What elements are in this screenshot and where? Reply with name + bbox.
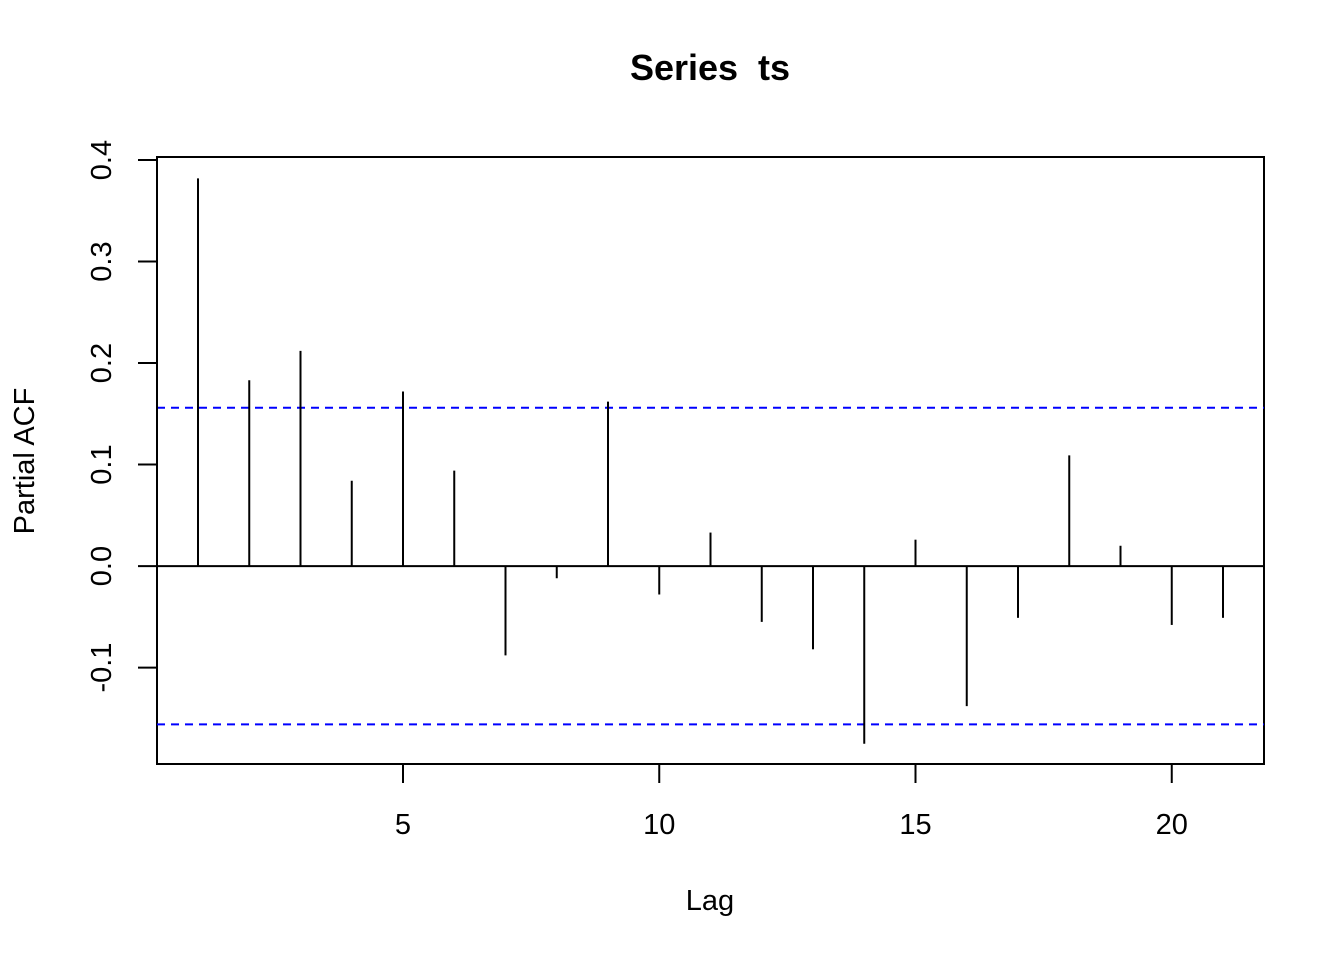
y-tick-label-0: -0.1 (86, 643, 118, 693)
x-tick-label-15: 15 (899, 809, 931, 841)
y-axis-label: Partial ACF (9, 388, 41, 535)
x-tick-label-20: 20 (1156, 809, 1188, 841)
plot-frame (156, 156, 1265, 765)
y-tick-label-2: 0.1 (86, 444, 118, 484)
chart-title: Series ts (630, 47, 790, 88)
x-tick-label-10: 10 (643, 809, 675, 841)
bars-group (157, 178, 1264, 744)
y-axis: -0.1 0.0 0.1 0.2 0.3 0.4 (86, 140, 158, 693)
y-tick-label-1: 0.0 (86, 546, 118, 586)
y-tick-label-4: 0.3 (86, 241, 118, 281)
y-tick-label-3: 0.2 (86, 343, 118, 383)
x-axis: 5 10 15 20 (395, 763, 1188, 841)
x-tick-label-5: 5 (395, 809, 411, 841)
x-axis-label: Lag (686, 885, 734, 917)
y-tick-label-5: 0.4 (86, 140, 118, 180)
